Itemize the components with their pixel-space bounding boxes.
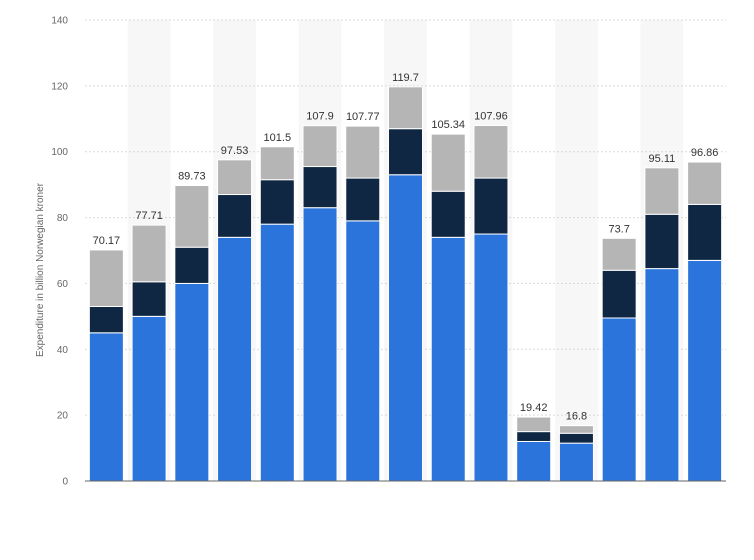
bar-segments bbox=[88, 86, 723, 482]
column-band bbox=[555, 20, 598, 481]
bar-segment-series-2 bbox=[259, 179, 295, 225]
bar-total-label: 70.17 bbox=[93, 235, 121, 247]
bar-segment-series-2 bbox=[516, 431, 552, 442]
y-tick-label: 60 bbox=[57, 279, 69, 290]
bar-segment-series-1 bbox=[259, 223, 295, 482]
bar-segment-series-3 bbox=[174, 185, 210, 248]
bar-segment-series-1 bbox=[644, 268, 680, 482]
bar-total-label: 19.42 bbox=[520, 402, 548, 414]
bar-total-label: 101.5 bbox=[264, 132, 292, 144]
bar-segment-series-2 bbox=[430, 190, 466, 238]
bar-total-label: 96.86 bbox=[691, 147, 719, 159]
bar-segment-series-1 bbox=[601, 317, 637, 482]
bar-segment-series-3 bbox=[259, 146, 295, 181]
bar-total-label: 89.73 bbox=[178, 171, 206, 183]
bar-total-label: 95.11 bbox=[649, 153, 676, 165]
bar-segment-series-1 bbox=[687, 259, 723, 482]
bar-segment-series-2 bbox=[131, 281, 167, 317]
bar-segment-series-3 bbox=[88, 249, 124, 307]
bar-total-label: 97.53 bbox=[221, 145, 249, 157]
bar-segment-series-2 bbox=[644, 213, 680, 270]
bar-segment-series-2 bbox=[388, 128, 423, 176]
bar-segment-series-3 bbox=[687, 161, 723, 205]
bar-segment-series-3 bbox=[516, 416, 552, 433]
bar-total-label: 107.77 bbox=[346, 111, 380, 123]
bar-segment-series-1 bbox=[302, 207, 338, 482]
bar-segment-series-2 bbox=[473, 177, 509, 235]
bar-segment-series-2 bbox=[217, 194, 253, 238]
bar-segment-series-3 bbox=[473, 125, 509, 179]
y-tick-label: 0 bbox=[62, 477, 68, 488]
total-data-labels: 70.17 77.71 89.73 97.53 101.5 107.9 107.77 119.… bbox=[93, 72, 719, 423]
bar-segment-series-1 bbox=[516, 440, 552, 482]
bar-total-label: 107.96 bbox=[474, 111, 508, 123]
bar-segment-series-3 bbox=[131, 224, 167, 283]
bar-total-label: 105.34 bbox=[431, 119, 465, 131]
bar-total-label: 16.8 bbox=[566, 411, 587, 423]
bar-segment-series-3 bbox=[345, 125, 381, 179]
y-axis-label: Expenditure in billion Norwegian kroner bbox=[35, 182, 46, 357]
bar-total-label: 73.7 bbox=[608, 223, 629, 235]
bar-segment-series-3 bbox=[388, 86, 423, 130]
bar-segment-series-3 bbox=[601, 237, 637, 271]
y-tick-label: 40 bbox=[57, 345, 69, 356]
bar-segment-series-2 bbox=[345, 177, 381, 222]
bar-segment-series-1 bbox=[131, 315, 167, 482]
bar-segment-series-3 bbox=[644, 167, 680, 215]
bar-segment-series-2 bbox=[174, 246, 210, 284]
bar-segment-series-2 bbox=[302, 166, 338, 209]
bar-segment-series-2 bbox=[601, 269, 637, 319]
bar-segment-series-3 bbox=[558, 425, 594, 434]
bar-segment-series-1 bbox=[217, 236, 253, 482]
bar-segment-series-1 bbox=[388, 174, 423, 482]
bar-total-label: 77.71 bbox=[135, 210, 163, 222]
bar-total-label: 119.7 bbox=[392, 72, 419, 84]
bar-segment-series-2 bbox=[88, 305, 124, 334]
bar-segment-series-2 bbox=[687, 203, 723, 261]
bar-segment-series-3 bbox=[217, 159, 253, 196]
bar-total-label: 107.9 bbox=[306, 111, 334, 123]
bar-segment-series-3 bbox=[302, 125, 338, 168]
y-tick-label: 20 bbox=[57, 411, 69, 422]
bar-segment-series-1 bbox=[473, 233, 509, 482]
y-tick-label: 120 bbox=[51, 81, 68, 92]
bar-segment-series-1 bbox=[345, 220, 381, 482]
bar-segment-series-1 bbox=[174, 282, 210, 482]
bar-segment-series-2 bbox=[558, 432, 594, 444]
y-tick-label: 140 bbox=[51, 16, 68, 27]
bar-segment-series-1 bbox=[88, 332, 124, 482]
y-tick-label: 80 bbox=[57, 213, 69, 224]
y-tick-label: 100 bbox=[51, 147, 68, 158]
y-axis-tick-labels: 0 20 40 60 80 100 120 140 bbox=[51, 16, 68, 488]
bar-segment-series-1 bbox=[430, 236, 466, 482]
bar-segment-series-1 bbox=[558, 442, 594, 482]
bar-segment-series-3 bbox=[430, 133, 466, 192]
